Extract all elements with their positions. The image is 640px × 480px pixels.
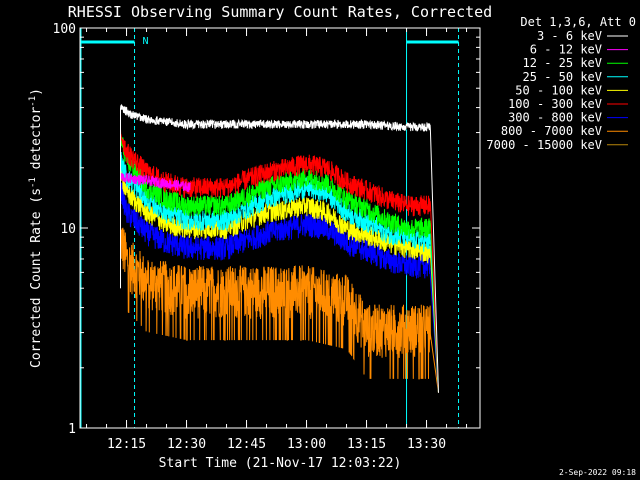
x-tick-label: 13:30	[407, 437, 446, 452]
x-axis: 12:15 12:30 12:45 13:00 13:15 13:30	[86, 28, 468, 452]
chart-title: RHESSI Observing Summary Count Rates, Co…	[68, 3, 492, 21]
series-line	[120, 135, 439, 393]
legend-title: Det 1,3,6, Att 0	[520, 15, 636, 29]
legend-label: 100 - 300 keV	[508, 97, 602, 111]
x-tick-label: 12:45	[227, 437, 266, 452]
y-axis-label: Corrected Count Rate (s-1 detector-1)	[28, 88, 44, 368]
series-line	[120, 172, 191, 289]
legend-label: 300 - 800 keV	[508, 111, 602, 125]
legend-label: 25 - 50 keV	[523, 70, 602, 84]
series-line	[120, 129, 439, 393]
legend-label: 3 - 6 keV	[537, 29, 602, 43]
x-tick-label: 13:15	[347, 437, 386, 452]
x-axis-label: Start Time (21-Nov-17 12:03:22)	[159, 456, 402, 471]
y-tick-label: 100	[53, 22, 76, 37]
x-tick-label: 12:15	[107, 437, 146, 452]
x-tick-label: 13:00	[287, 437, 326, 452]
y-tick-label: 10	[60, 222, 76, 237]
legend-label: 7000 - 15000 keV	[486, 138, 602, 152]
series-line-3-6-kev	[120, 103, 439, 393]
series-line	[120, 176, 439, 393]
legend-label: 6 - 12 keV	[530, 43, 602, 57]
legend-label: 50 - 100 keV	[515, 83, 602, 97]
x-tick-label: 12:30	[167, 437, 206, 452]
plot-area: N	[80, 28, 460, 428]
legend-label: 800 - 7000 keV	[501, 124, 602, 138]
y-axis: 1 10 100	[53, 22, 480, 437]
series-line	[120, 227, 439, 393]
timestamp: 2-Sep-2022 09:18	[559, 468, 636, 477]
legend-label: 12 - 25 keV	[523, 56, 602, 70]
flag-label: N	[143, 36, 149, 47]
y-tick-label: 1	[68, 422, 76, 437]
series-line	[120, 165, 439, 393]
